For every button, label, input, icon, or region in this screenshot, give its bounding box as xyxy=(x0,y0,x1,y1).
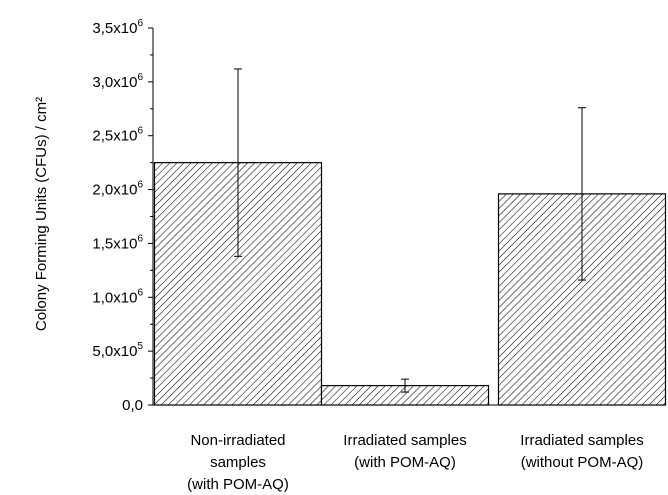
y-tick-label: 3,5x106 xyxy=(92,18,143,37)
y-axis-label: Colony Forming Units (CFUs) / cm² xyxy=(33,97,50,331)
y-tick-label: 2,5x106 xyxy=(92,126,143,145)
y-tick-label: 0,0 xyxy=(122,397,143,414)
y-tick-label: 5,0x105 xyxy=(92,341,143,360)
error-bar-2 xyxy=(401,378,409,393)
error-bar-3 xyxy=(578,107,586,281)
error-bars xyxy=(234,68,586,393)
y-tick-label: 1,5x106 xyxy=(92,233,143,252)
x-category-label: Irradiated samples (with POM-AQ) xyxy=(343,432,466,471)
y-tick-label: 1,0x106 xyxy=(92,287,143,306)
y-tick-labels: 0,0 5,0x105 1,0x106 1,5x106 2,0x106 2,5x106 3,… xyxy=(92,18,143,414)
x-category-label: Irradiated samples (without POM-AQ) xyxy=(520,432,643,471)
bars xyxy=(153,162,667,406)
x-category-label: Non-irradiated samples (with POM-AQ) xyxy=(187,432,289,493)
y-tick-label: 2,0x106 xyxy=(92,180,143,199)
y-tick-label: 3,0x106 xyxy=(92,72,143,91)
x-category-labels: Non-irradiated samples (with POM-AQ) Irradi… xyxy=(187,432,644,493)
error-bar-1 xyxy=(234,68,242,257)
